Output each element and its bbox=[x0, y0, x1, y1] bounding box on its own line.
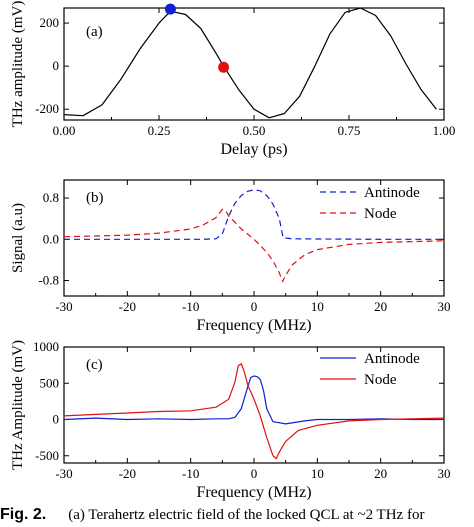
series-group bbox=[64, 8, 437, 119]
panel-label: (c) bbox=[86, 357, 103, 373]
x-tick-label: 10 bbox=[311, 299, 324, 314]
y-tick-label: -0.8 bbox=[38, 273, 59, 288]
x-tick-label: 0.50 bbox=[243, 123, 266, 138]
figure-caption: Fig. 2. (a) Terahertz electric field of t… bbox=[0, 506, 474, 527]
x-tick-label: -30 bbox=[55, 466, 72, 481]
legend: Antinode Node bbox=[320, 351, 420, 388]
x-tick-label: -10 bbox=[182, 466, 199, 481]
chart-panel-2: -30 -20 -10 0 10 20 30 0.8 0.0 -0.8 Frequency (MHz… bbox=[10, 179, 451, 334]
series-line-trace bbox=[64, 8, 437, 119]
x-tick-label: 10 bbox=[311, 466, 324, 481]
x-tick-label: 30 bbox=[438, 466, 451, 481]
caption-text: (a) Terahertz electric field of the lock… bbox=[68, 507, 425, 523]
y-axis-label: THz Amplitude (mV) bbox=[10, 340, 26, 470]
legend: Antinode Node bbox=[320, 185, 420, 222]
plot-frame bbox=[63, 7, 445, 121]
caption-label: Fig. 2. bbox=[0, 506, 47, 523]
x-tick-label: -20 bbox=[119, 299, 136, 314]
legend-label: Antinode bbox=[364, 185, 420, 201]
series-group bbox=[64, 189, 444, 283]
y-tick-label: 0.8 bbox=[43, 190, 59, 205]
x-tick-label: 20 bbox=[374, 299, 387, 314]
x-axis-label: Delay (ps) bbox=[220, 141, 287, 158]
x-axis-label: Frequency (MHz) bbox=[196, 317, 311, 334]
x-tick-label: 0 bbox=[251, 466, 258, 481]
y-tick-label: 0 bbox=[53, 58, 60, 73]
series-line-antinode bbox=[64, 189, 444, 240]
legend-label: Node bbox=[364, 372, 397, 388]
y-tick-label: 500 bbox=[40, 375, 60, 390]
x-tick-label: -30 bbox=[55, 299, 72, 314]
y-tick-label: 200 bbox=[40, 15, 60, 30]
y-tick-label: 0 bbox=[53, 412, 60, 427]
x-tick-label: 0 bbox=[251, 299, 258, 314]
y-axis-label: THz amplitude (mV) bbox=[10, 1, 26, 128]
series-line-node bbox=[64, 363, 444, 460]
x-tick-label: 0.00 bbox=[53, 123, 76, 138]
panel-label: (b) bbox=[86, 190, 104, 206]
y-tick-label: 1000 bbox=[33, 339, 59, 354]
x-tick-label: -20 bbox=[119, 466, 136, 481]
x-tick-label: 30 bbox=[438, 299, 451, 314]
legend-label: Node bbox=[364, 206, 397, 222]
legend-label: Antinode bbox=[364, 351, 420, 367]
y-tick-label: -200 bbox=[35, 101, 59, 116]
x-tick-label: 0.25 bbox=[148, 123, 171, 138]
marker-antinode bbox=[164, 3, 176, 15]
series-line-antinode bbox=[64, 375, 444, 425]
x-axis-label: Frequency (MHz) bbox=[196, 484, 311, 501]
series-line-node bbox=[64, 208, 444, 283]
series-group bbox=[64, 363, 444, 460]
chart-panel-1: 0.00 0.25 0.50 0.75 1.00 -200 0 200 Delay (ps) TH… bbox=[10, 1, 455, 158]
marker-node bbox=[218, 61, 230, 73]
panel-label: (a) bbox=[86, 24, 103, 40]
x-tick-label: 20 bbox=[374, 466, 387, 481]
chart-panel-3: -30 -20 -10 0 10 20 30 1000 500 0 -500 Frequency (M… bbox=[10, 339, 451, 501]
x-tick-label: -10 bbox=[182, 299, 199, 314]
x-tick-label: 0.75 bbox=[338, 123, 361, 138]
y-tick-label: -500 bbox=[35, 448, 59, 463]
y-axis-label: Signal (a.u) bbox=[10, 203, 26, 273]
y-tick-label: 0.0 bbox=[43, 231, 59, 246]
x-tick-label: 1.00 bbox=[433, 123, 456, 138]
